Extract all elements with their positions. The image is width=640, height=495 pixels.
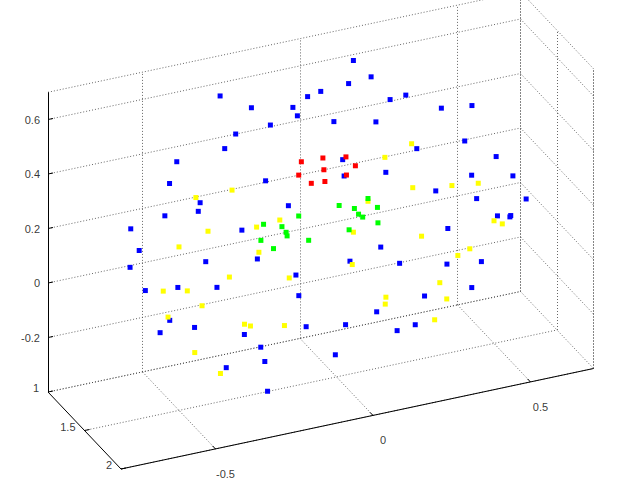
svg-text:-0.2: -0.2 — [21, 332, 40, 344]
svg-text:0.5: 0.5 — [533, 401, 548, 413]
svg-text:0: 0 — [380, 434, 386, 446]
svg-text:2: 2 — [106, 459, 112, 471]
svg-text:-0.5: -0.5 — [216, 468, 235, 480]
svg-text:0.4: 0.4 — [25, 168, 40, 180]
svg-text:0.6: 0.6 — [25, 114, 40, 126]
svg-text:0: 0 — [34, 277, 40, 289]
svg-text:0.2: 0.2 — [25, 223, 40, 235]
svg-text:1: 1 — [33, 382, 39, 394]
svg-text:1.5: 1.5 — [60, 421, 75, 433]
